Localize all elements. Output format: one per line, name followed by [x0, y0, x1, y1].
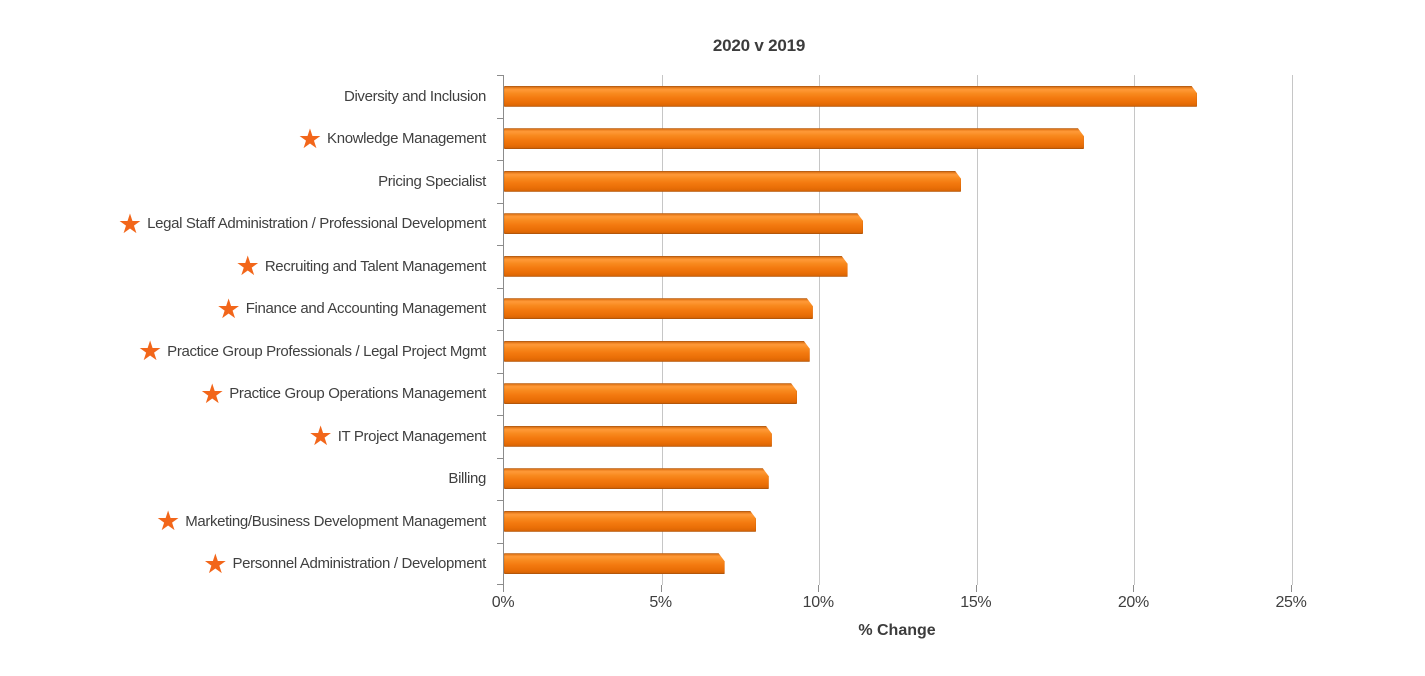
bar: [504, 511, 756, 532]
x-axis-title: % Change: [858, 622, 936, 639]
category-label: Personnel Administration / Development: [232, 555, 486, 573]
x-axis-tick: [1291, 585, 1292, 592]
category-row: ★ Practice Group Professionals / Legal Pr…: [137, 336, 486, 368]
y-axis-tick: [497, 457, 504, 459]
category-row: ★ Finance and Accounting Management: [216, 293, 487, 325]
category-label: Practice Group Professionals / Legal Pro…: [167, 342, 486, 360]
category-label: Practice Group Operations Management: [229, 385, 486, 403]
gridline: [819, 75, 821, 585]
gridline: [661, 75, 663, 585]
category-row: Billing: [0, 458, 495, 501]
bar: [504, 298, 813, 319]
bar: [504, 213, 863, 234]
y-axis-tick: [497, 117, 504, 119]
x-tick-label: 5%: [649, 594, 672, 611]
bar: [504, 426, 772, 447]
y-axis-tick: [497, 330, 504, 331]
category-axis-labels: Diversity and Inclusion ★ Knowledge Manage…: [0, 75, 495, 585]
y-axis-tick: [497, 372, 504, 374]
chart-title: 2020 v 2019: [712, 36, 806, 55]
y-axis-tick: [497, 160, 504, 161]
category-label: Recruiting and Talent Management: [264, 257, 487, 275]
category-label: Legal Staff Administration / Professiona…: [147, 215, 486, 233]
category-row: ★ Practice Group Operations Management: [200, 378, 486, 410]
bar: [504, 171, 961, 192]
gridline: [1134, 75, 1136, 585]
y-axis-tick: [497, 202, 504, 204]
category-row: ★ IT Project Management: [308, 421, 487, 453]
gridline: [1292, 75, 1293, 585]
category-label: Finance and Accounting Management: [245, 300, 487, 318]
x-axis-tick: [818, 585, 820, 592]
category-row: Diversity and Inclusion: [0, 75, 495, 118]
category-label: Knowledge Management: [327, 130, 486, 148]
bar: [504, 86, 1197, 107]
y-axis-tick: [497, 500, 504, 501]
category-row: ★ Personnel Administration / Development: [203, 548, 486, 580]
category-label: Marketing/Business Development Managemen…: [185, 512, 486, 530]
bar: [504, 128, 1084, 149]
bar: [504, 468, 769, 489]
y-axis-tick: [497, 287, 504, 289]
y-axis-tick: [497, 245, 504, 246]
x-axis-tick: [1133, 585, 1135, 592]
category-label: Billing: [448, 470, 486, 488]
x-axis-tick: [660, 585, 662, 592]
category-row: ★ Recruiting and Talent Management: [235, 251, 487, 283]
y-axis-tick: [497, 584, 504, 585]
category-row: ★ Marketing/Business Development Manageme…: [155, 506, 486, 538]
category-label: Diversity and Inclusion: [343, 87, 486, 105]
category-row: ★ Knowledge Management: [297, 123, 487, 155]
category-row: ★ Legal Staff Administration / Profession…: [117, 208, 486, 240]
x-tick-label: 15%: [960, 594, 992, 611]
plot-area: [497, 75, 1293, 585]
category-label: Pricing Specialist: [378, 172, 486, 190]
bar: [504, 383, 797, 404]
x-tick-label: 25%: [1275, 594, 1307, 611]
bar: [504, 553, 725, 574]
y-axis-tick: [497, 415, 504, 416]
x-axis-tick: [503, 585, 504, 592]
category-row: Pricing Specialist: [0, 160, 495, 203]
y-axis-tick: [497, 542, 504, 544]
x-tick-label: 10%: [802, 594, 834, 611]
y-axis-tick: [497, 75, 504, 76]
gridline: [976, 75, 978, 585]
bar: [504, 341, 810, 362]
x-tick-label: 0%: [491, 594, 515, 611]
category-label: IT Project Management: [337, 427, 487, 445]
x-tick-label: 20%: [1117, 594, 1149, 611]
x-axis-tick: [975, 585, 977, 592]
bar: [504, 256, 848, 277]
